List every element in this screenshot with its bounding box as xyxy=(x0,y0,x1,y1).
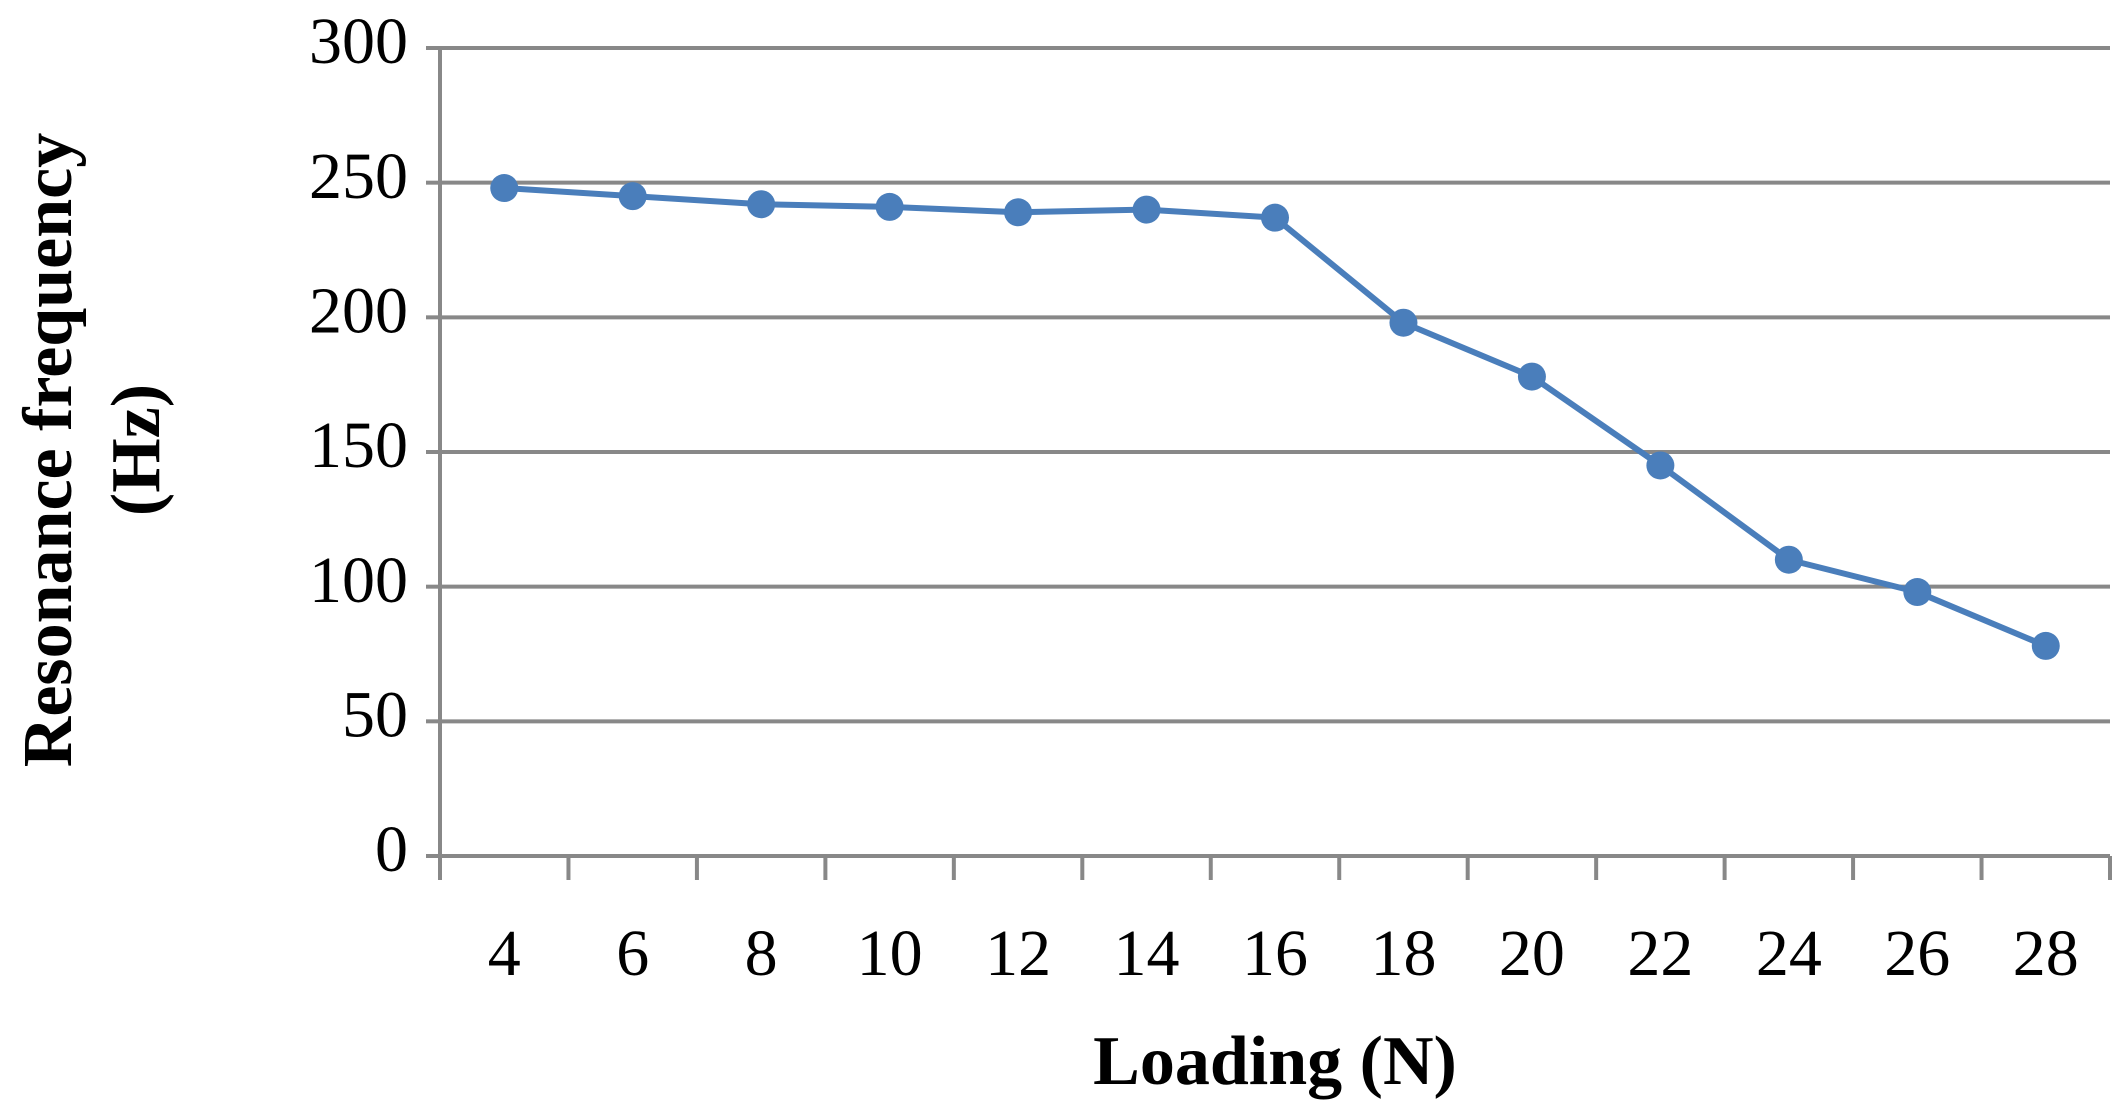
x-tick-label: 18 xyxy=(1370,917,1436,990)
data-point xyxy=(1646,451,1675,480)
y-tick-label: 200 xyxy=(309,274,408,347)
x-tick-label: 12 xyxy=(985,917,1051,990)
data-line xyxy=(504,185,2047,649)
y-tick-label: 300 xyxy=(309,5,408,78)
data-point xyxy=(875,192,904,221)
y-axis-title-line: (Hz) xyxy=(98,384,175,516)
x-tick-label: 8 xyxy=(745,917,778,990)
data-point xyxy=(1261,203,1289,232)
data-point xyxy=(1389,308,1418,337)
y-tick-label: 50 xyxy=(342,678,408,751)
y-tick-label: 150 xyxy=(309,409,408,482)
x-tick-label: 4 xyxy=(488,917,521,990)
x-tick-label: 14 xyxy=(1114,917,1180,990)
data-point xyxy=(1132,195,1161,224)
x-tick-label: 16 xyxy=(1242,917,1308,990)
y-tick-label: 0 xyxy=(375,813,408,886)
y-axis-title: Resonance frequency (Hz) xyxy=(10,133,175,767)
data-point xyxy=(1903,578,1932,607)
x-tick-label: 20 xyxy=(1499,917,1565,990)
data-point xyxy=(1774,545,1803,574)
x-tick-label: 26 xyxy=(1884,917,1950,990)
x-tick-label: 10 xyxy=(857,917,923,990)
data-point xyxy=(490,174,519,203)
y-tick-label: 100 xyxy=(309,544,408,617)
data-point xyxy=(618,182,647,211)
y-tick-label: 250 xyxy=(309,140,408,213)
y-axis-title-line: Resonance frequency xyxy=(10,133,87,767)
data-point xyxy=(747,190,776,219)
x-tick-label: 28 xyxy=(2013,917,2079,990)
data-point xyxy=(1517,362,1546,391)
data-point xyxy=(2031,631,2060,660)
x-tick-label: 24 xyxy=(1756,917,1822,990)
data-point xyxy=(1004,198,1033,227)
x-tick-label: 6 xyxy=(616,917,649,990)
x-tick-label: 22 xyxy=(1627,917,1693,990)
x-axis-title: Loading (N) xyxy=(1093,1023,1457,1100)
